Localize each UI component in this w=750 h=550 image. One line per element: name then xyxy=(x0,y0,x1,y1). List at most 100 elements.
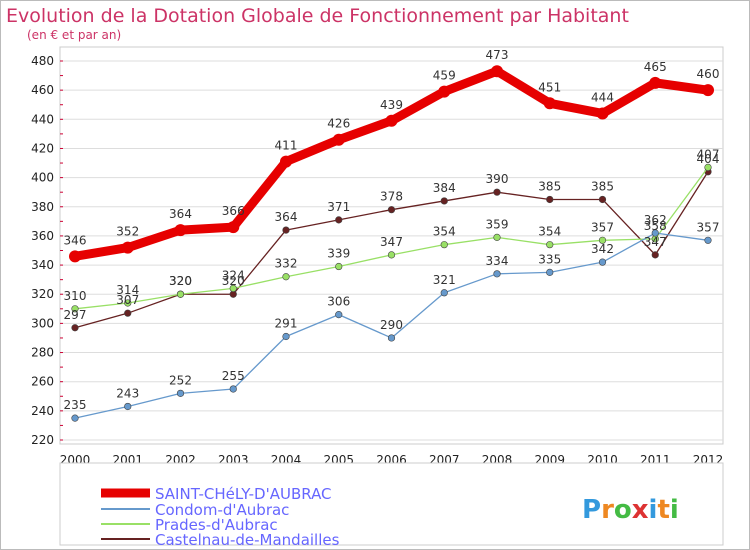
data-label: 384 xyxy=(433,181,456,195)
series-layer xyxy=(69,65,714,422)
data-label: 354 xyxy=(538,225,561,239)
data-label: 243 xyxy=(116,386,139,400)
data-label: 385 xyxy=(591,179,614,193)
data-point xyxy=(387,334,396,342)
data-label: 334 xyxy=(486,254,509,268)
data-label: 362 xyxy=(644,213,667,227)
data-point xyxy=(546,195,554,204)
data-label: 335 xyxy=(538,252,561,266)
data-label: 339 xyxy=(327,247,350,261)
data-label: 320 xyxy=(169,274,192,288)
legend-label: Condom-d'Aubrac xyxy=(155,501,289,519)
data-label: 235 xyxy=(64,398,87,412)
data-point xyxy=(387,206,396,214)
chart-title: Evolution de la Dotation Globale de Fonc… xyxy=(6,5,629,27)
legend-entry-prades: Prades-d'Aubrac xyxy=(101,516,278,534)
data-point xyxy=(332,133,345,146)
data-point xyxy=(335,216,343,224)
data-label: 473 xyxy=(486,48,509,62)
data-point xyxy=(493,188,501,196)
data-point xyxy=(493,270,501,278)
data-point xyxy=(282,226,290,234)
data-label: 321 xyxy=(433,273,456,287)
data-point xyxy=(229,284,237,293)
data-label: 404 xyxy=(697,152,720,166)
data-label: 385 xyxy=(538,179,561,193)
data-point xyxy=(704,163,712,172)
data-label: 357 xyxy=(697,220,720,234)
legend-label: Castelnau-de-Mandailles xyxy=(155,531,340,549)
data-label: 451 xyxy=(538,80,561,94)
data-point xyxy=(229,385,237,393)
data-point xyxy=(176,290,185,298)
data-label: 352 xyxy=(116,225,139,239)
chart-subtitle: (en € et par an) xyxy=(27,28,121,42)
data-point xyxy=(176,389,185,397)
y-tick-label: 480 xyxy=(31,54,54,68)
logo-text: Proxiti xyxy=(582,495,679,525)
data-point xyxy=(174,224,187,237)
y-tick-label: 360 xyxy=(31,229,54,243)
data-label: 459 xyxy=(433,69,456,83)
data-point xyxy=(440,197,448,205)
y-tick-label: 420 xyxy=(31,141,54,155)
data-labels: 346 352 364 366 411 426 439 459 473 451 444 465 460 2… xyxy=(64,48,720,412)
y-tick-label: 380 xyxy=(31,200,54,214)
data-label: 342 xyxy=(591,242,614,256)
data-point xyxy=(387,251,396,259)
data-point xyxy=(335,262,343,271)
data-point xyxy=(335,311,343,319)
data-label: 291 xyxy=(275,317,298,331)
data-label: 324 xyxy=(222,268,245,282)
data-point xyxy=(598,236,607,244)
data-label: 364 xyxy=(275,210,298,224)
data-label: 347 xyxy=(380,235,403,249)
data-point xyxy=(282,273,290,281)
data-point xyxy=(71,414,79,422)
data-label: 444 xyxy=(591,90,614,104)
data-label: 439 xyxy=(380,98,403,112)
legend-box xyxy=(59,462,724,546)
y-tick-label: 400 xyxy=(31,171,54,185)
data-point xyxy=(71,324,79,332)
data-point xyxy=(649,76,662,89)
series-1 xyxy=(71,229,712,422)
data-label: 378 xyxy=(380,190,403,204)
data-label: 314 xyxy=(116,283,139,297)
data-point xyxy=(440,241,448,249)
legend-label: Prades-d'Aubrac xyxy=(155,516,278,534)
data-label: 332 xyxy=(275,257,298,271)
plot-area xyxy=(59,46,724,445)
data-point xyxy=(71,305,79,313)
data-point xyxy=(438,85,451,98)
data-label: 290 xyxy=(380,318,403,332)
data-label: 346 xyxy=(64,233,87,247)
data-label: 359 xyxy=(486,217,509,231)
data-point xyxy=(491,65,503,78)
y-tick-label: 260 xyxy=(31,375,54,389)
y-tick-label: 440 xyxy=(31,112,54,126)
data-point xyxy=(543,97,556,110)
legend-entry-castelnau: Castelnau-de-Mandailles xyxy=(101,531,340,549)
y-tick-labels: 220 240 260 280 300 320 340 360 380 400 420 440 460 4… xyxy=(31,54,54,447)
data-point xyxy=(440,289,448,297)
data-label: 310 xyxy=(64,289,87,303)
data-point xyxy=(546,241,554,249)
data-label: 460 xyxy=(697,67,720,81)
data-label: 354 xyxy=(433,225,456,239)
data-point xyxy=(227,221,240,234)
y-tick-marks xyxy=(60,60,63,441)
data-label: 465 xyxy=(644,60,667,74)
data-label: 358 xyxy=(644,219,667,233)
data-point xyxy=(69,250,81,263)
legend-entry-condom: Condom-d'Aubrac xyxy=(101,501,289,519)
data-label: 255 xyxy=(222,369,245,383)
series-0 xyxy=(69,65,714,263)
data-label: 252 xyxy=(169,373,192,387)
y-tick-label: 300 xyxy=(31,316,54,330)
y-tick-label: 340 xyxy=(31,258,54,272)
legend-entry-saint-chely: SAINT-CHéLY-D'AUBRAC xyxy=(101,485,332,503)
data-label: 306 xyxy=(327,295,350,309)
data-label: 357 xyxy=(591,220,614,234)
